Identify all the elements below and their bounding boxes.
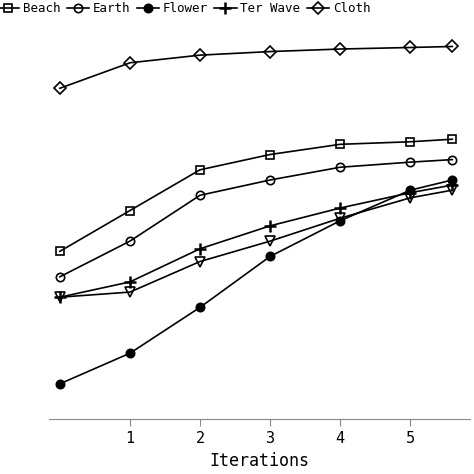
Cloth [267,49,273,55]
Earth [127,238,133,244]
Ter Wave [337,205,343,211]
Earth [408,159,413,165]
Beach [127,208,133,213]
Ter Wave [57,294,63,300]
Line: Cloth: Cloth [55,42,456,92]
Earth [449,157,455,163]
Earth [197,192,203,198]
X-axis label: Iterations: Iterations [210,452,310,470]
Ter Wave [449,182,455,188]
Cloth [57,85,63,91]
Legend: Beach, Earth, Flower, Ter Wave, Cloth: Beach, Earth, Flower, Ter Wave, Cloth [0,2,371,15]
Beach [267,152,273,157]
Line: Beach: Beach [55,135,456,255]
Cloth [127,60,133,65]
Beach [408,139,413,145]
Flower [337,218,343,224]
Flower [57,381,63,387]
Earth [337,164,343,170]
Flower [267,254,273,259]
Line: Ter Wave: Ter Wave [54,179,458,303]
Earth [57,274,63,280]
Ter Wave [267,223,273,228]
Ter Wave [197,246,203,252]
Beach [337,141,343,147]
Cloth [449,44,455,49]
Flower [197,304,203,310]
Flower [408,187,413,193]
Line: Flower: Flower [55,176,456,388]
Cloth [197,52,203,58]
Flower [449,177,455,183]
Beach [57,248,63,254]
Flower [127,350,133,356]
Ter Wave [408,190,413,196]
Cloth [337,46,343,52]
Cloth [408,45,413,50]
Line: Earth: Earth [55,155,456,281]
Earth [267,177,273,183]
Beach [197,167,203,173]
Beach [449,137,455,142]
Ter Wave [127,279,133,285]
